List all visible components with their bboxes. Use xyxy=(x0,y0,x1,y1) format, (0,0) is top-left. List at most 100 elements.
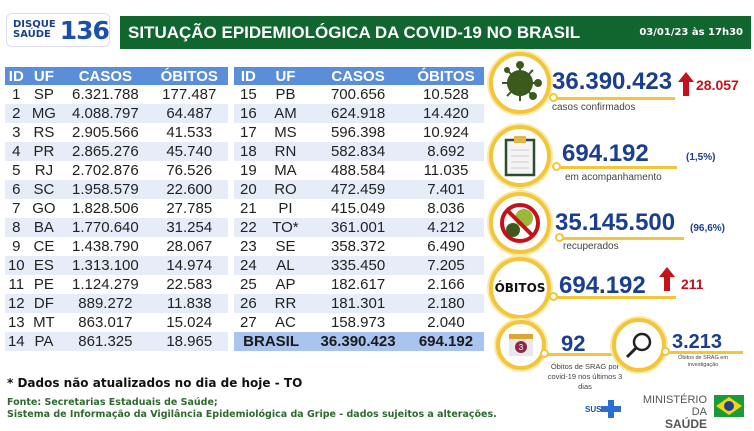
deaths-cell: 76.526 xyxy=(166,162,213,179)
uf-cell: AP xyxy=(275,276,296,293)
deaths-cell: 7.401 xyxy=(407,180,484,199)
id-cell: 16 xyxy=(234,104,263,123)
uf-cell: TO* xyxy=(262,218,309,237)
source-text: Fonte: Secretarias Estaduais de Saúde; Si… xyxy=(7,397,497,420)
uf-cell: MS xyxy=(274,124,297,141)
cases-cell: 4.088.797 xyxy=(60,104,151,123)
svg-text:3: 3 xyxy=(519,343,524,352)
cases-cell: 889.272 xyxy=(60,294,151,313)
sus-logo: SUS xyxy=(585,400,622,418)
deaths-cell: 10.528 xyxy=(423,86,469,103)
deaths-cell: 28.067 xyxy=(166,238,213,255)
deaths-cell: 31.254 xyxy=(150,218,228,237)
deaths-cell: 2.180 xyxy=(407,294,484,313)
cases-cell: 2.702.876 xyxy=(72,162,139,179)
id-cell: 15 xyxy=(240,86,257,103)
table-row: 11 PE 1.124.279 22.583 xyxy=(5,275,228,294)
uf-cell: MT xyxy=(33,314,55,331)
uf-cell: BA xyxy=(27,218,61,237)
deaths-cell: 10.924 xyxy=(423,124,469,141)
deaths-cell: 22.583 xyxy=(166,276,213,293)
cases-cell: 624.918 xyxy=(308,104,408,123)
cases-cell: 700.656 xyxy=(330,86,386,103)
deaths-cell: 45.740 xyxy=(150,142,228,161)
uf-cell: MG xyxy=(27,104,61,123)
table-row: 6 SC 1.958.579 22.600 xyxy=(5,180,228,199)
id-cell: 9 xyxy=(12,238,21,255)
id-cell: 11 xyxy=(8,276,25,293)
uf-cell: GO xyxy=(32,200,56,217)
brazil-flag-icon xyxy=(714,395,744,422)
total-deaths: 694.192 xyxy=(407,332,484,351)
deaths-cell: 41.533 xyxy=(166,124,213,141)
table-row: 19 MA 488.584 11.035 xyxy=(234,161,484,180)
id-cell: 21 xyxy=(240,200,257,217)
deaths-cell: 64.487 xyxy=(150,104,228,123)
uf-cell: AL xyxy=(262,256,309,275)
cases-cell: 1.958.579 xyxy=(60,180,151,199)
cases-cell: 582.834 xyxy=(308,142,408,161)
title-banner: SITUAÇÃO EPIDEMIOLÓGICA DA COVID-19 NO B… xyxy=(120,16,751,49)
table-row: 15 PB 700.656 10.528 xyxy=(234,85,484,104)
uf-cell: SC xyxy=(27,180,61,199)
deaths-value: 694.192 xyxy=(559,272,646,299)
id-cell: 18 xyxy=(234,142,263,161)
cases-cell: 1.770.640 xyxy=(60,218,151,237)
table-row: 1 SP 6.321.788 177.487 xyxy=(5,85,228,104)
table-row: 26 RR 181.301 2.180 xyxy=(234,294,484,313)
uf-cell: RJ xyxy=(34,162,54,179)
states-table-right: ID UF CASOS ÓBITOS 15 PB 700.656 10.528 16 AM 624.… xyxy=(234,67,484,351)
uf-cell: MA xyxy=(274,162,297,179)
id-cell: 2 xyxy=(5,104,28,123)
id-cell: 5 xyxy=(12,162,21,179)
cases-cell: 358.372 xyxy=(330,238,386,255)
id-cell: 26 xyxy=(234,294,263,313)
cases-cell: 863.017 xyxy=(78,314,133,331)
table-row: 14 PA 861.325 18.965 xyxy=(5,332,228,351)
table-row: 20 RO 472.459 7.401 xyxy=(234,180,484,199)
deaths-cell: 4.212 xyxy=(407,218,484,237)
table-row: 7 GO 1.828.506 27.785 xyxy=(5,199,228,218)
deaths-cell: 27.785 xyxy=(166,200,213,217)
deaths-cell: 15.024 xyxy=(166,314,213,331)
uf-cell: SE xyxy=(275,238,296,255)
table-row: 9 CE 1.438.790 28.067 xyxy=(5,237,228,256)
uf-cell: DF xyxy=(27,294,61,313)
uf-cell: CE xyxy=(33,238,55,255)
virus-icon xyxy=(489,52,551,114)
investigation-value: 3.213 xyxy=(672,331,723,353)
cases-cell: 1.828.506 xyxy=(72,200,139,217)
column-header: ID xyxy=(234,67,263,85)
deaths-badge: ÓBITOS xyxy=(489,257,551,319)
uf-cell: AC xyxy=(275,314,296,331)
cases-cell: 182.617 xyxy=(330,276,386,293)
cases-cell: 361.001 xyxy=(308,218,408,237)
page-title: SITUAÇÃO EPIDEMIOLÓGICA DA COVID-19 NO B… xyxy=(128,23,581,42)
id-cell: 17 xyxy=(240,124,257,141)
id-cell: 27 xyxy=(240,314,257,331)
clipboard-icon xyxy=(489,125,551,187)
deaths-cell: 14.420 xyxy=(407,104,484,123)
cases-cell: 335.450 xyxy=(308,256,408,275)
deaths-cell: 2.040 xyxy=(427,314,465,331)
id-cell: 3 xyxy=(12,124,21,141)
uf-cell: PB xyxy=(275,86,296,103)
cases-cell: 415.049 xyxy=(330,200,386,217)
uf-cell: SP xyxy=(33,86,54,103)
footnote: * Dados não atualizados no dia de hoje -… xyxy=(7,376,303,390)
table-row: 3 RS 2.905.566 41.533 xyxy=(5,123,228,142)
deaths-cell: 14.974 xyxy=(150,256,228,275)
table-row: 24 AL 335.450 7.205 xyxy=(234,256,484,275)
id-cell: 19 xyxy=(240,162,257,179)
id-cell: 12 xyxy=(5,294,28,313)
deaths-cell: 177.487 xyxy=(162,86,217,103)
table-row: 13 MT 863.017 15.024 xyxy=(5,313,228,332)
id-cell: 22 xyxy=(234,218,263,237)
column-header: ÓBITOS xyxy=(407,67,484,85)
table-row: 5 RJ 2.702.876 76.526 xyxy=(5,161,228,180)
cases-cell: 6.321.788 xyxy=(72,86,139,103)
uf-cell: RO xyxy=(262,180,309,199)
cases-cell: 181.301 xyxy=(308,294,408,313)
cases-cell: 861.325 xyxy=(60,332,151,351)
cases-cell: 158.973 xyxy=(330,314,386,331)
